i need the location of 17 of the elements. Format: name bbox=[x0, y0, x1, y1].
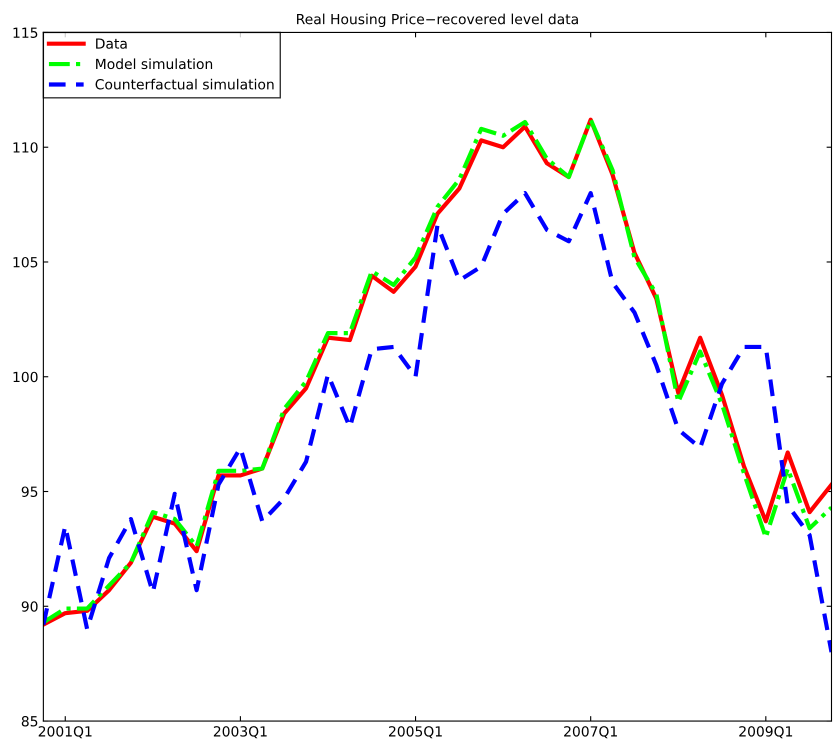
y-tick-label: 95 bbox=[22, 486, 38, 497]
y-tick-label: 110 bbox=[14, 142, 38, 153]
y-tick-label: 115 bbox=[14, 28, 38, 38]
y-tick-label: 100 bbox=[14, 372, 38, 382]
y-tick-label: 105 bbox=[14, 256, 38, 268]
line-series bbox=[43, 191, 832, 654]
legend-label: Model simulation bbox=[96, 58, 212, 70]
y-tick-label: 90 bbox=[22, 601, 38, 612]
x-tick-label: 2001Q1 bbox=[38, 726, 92, 738]
y-tick-label: 85 bbox=[22, 716, 38, 726]
legend-label: Counterfactual simulation bbox=[96, 78, 274, 90]
chart-title: Real Housing Price−recovered level data bbox=[297, 14, 578, 28]
x-tick-label: 2005Q1 bbox=[389, 726, 442, 738]
x-tick-label: 2009Q1 bbox=[739, 726, 792, 738]
x-tick-label: 2003Q1 bbox=[214, 726, 267, 738]
legend-label: Data bbox=[96, 38, 127, 49]
x-tick-label: 2007Q1 bbox=[564, 726, 617, 738]
